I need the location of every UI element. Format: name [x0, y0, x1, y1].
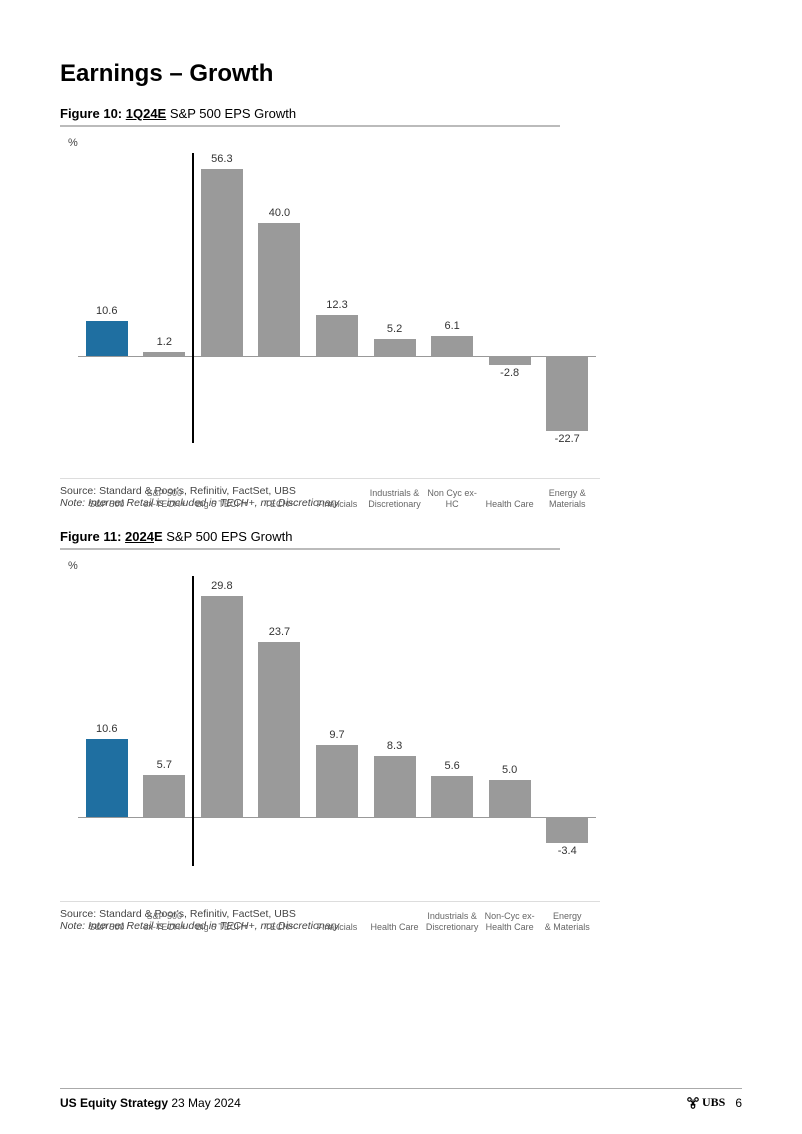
page-number: 6: [735, 1096, 742, 1110]
bar-value-label: 6.1: [424, 320, 480, 332]
bar-value-label: 23.7: [251, 626, 307, 638]
bar: [489, 780, 531, 817]
bar: [316, 745, 358, 817]
category-label: TECH+: [251, 499, 307, 509]
category-label: S&P 500ex-TECH+: [136, 911, 192, 932]
bar-value-label: 5.6: [424, 760, 480, 772]
y-axis-label: %: [68, 560, 600, 572]
bar: [201, 596, 243, 817]
bar-value-label: 8.3: [367, 740, 423, 752]
bar: [374, 756, 416, 818]
bar-value-label: 5.7: [136, 759, 192, 771]
category-label: S&P 500ex-TECH+: [136, 488, 192, 509]
figure-11-heading: Figure 11: 2024E S&P 500 EPS Growth: [60, 529, 560, 550]
bar: [86, 739, 128, 818]
bar: [374, 339, 416, 356]
group-divider: [192, 576, 194, 866]
category-label: Non-Cyc ex-Health Care: [482, 911, 538, 932]
bar: [258, 223, 300, 356]
bar: [489, 356, 531, 365]
bar-value-label: 40.0: [251, 207, 307, 219]
bar-value-label: -22.7: [539, 433, 595, 445]
figure-title-rest: S&P 500 EPS Growth: [163, 529, 293, 544]
category-label: TECH+: [251, 922, 307, 932]
figure-10-heading: Figure 10: 1Q24E S&P 500 EPS Growth: [60, 106, 560, 127]
bar-value-label: 10.6: [79, 723, 135, 735]
category-label: Financials: [309, 922, 365, 932]
bar-value-label: 12.3: [309, 299, 365, 311]
figure-10-chart: 10.6S&P 5001.2S&P 500ex-TECH+56.3Big 6 T…: [60, 149, 600, 479]
category-label: Health Care: [482, 499, 538, 509]
figure-11-chart: 10.6S&P 5005.7S&P 500ex-TECH+29.8Big 6 T…: [60, 572, 600, 902]
category-label: Industrials &Discretionary: [424, 911, 480, 932]
keys-icon: [686, 1096, 700, 1110]
bar-value-label: -3.4: [539, 845, 595, 857]
bar: [316, 315, 358, 356]
bar: [258, 642, 300, 818]
category-label: Big 6 TECH+: [194, 499, 250, 509]
figure-title-rest: S&P 500 EPS Growth: [166, 106, 296, 121]
bar-value-label: 10.6: [79, 305, 135, 317]
figure-number: Figure 11:: [60, 529, 121, 544]
bar-value-label: -2.8: [482, 367, 538, 379]
category-label: Health Care: [367, 922, 423, 932]
bar: [431, 336, 473, 356]
bar-value-label: 9.7: [309, 729, 365, 741]
category-label: Energy& Materials: [539, 911, 595, 932]
page-footer: US Equity Strategy 23 May 2024 UBS 6: [60, 1088, 742, 1110]
figure-number: Figure 10:: [60, 106, 122, 121]
bar-value-label: 29.8: [194, 580, 250, 592]
category-label: Non Cyc ex-HC: [424, 488, 480, 509]
category-label: Big 6 TECH+: [194, 922, 250, 932]
figure-period: 2024E: [125, 529, 163, 544]
bar-value-label: 5.0: [482, 764, 538, 776]
bar: [143, 352, 185, 356]
bar: [201, 169, 243, 356]
bar: [546, 356, 588, 431]
bar: [546, 817, 588, 842]
category-label: S&P 500: [79, 499, 135, 509]
figure-period: 1Q24E: [126, 106, 166, 121]
category-label: Financials: [309, 499, 365, 509]
doc-title: US Equity Strategy: [60, 1096, 168, 1110]
page-title: Earnings – Growth: [60, 60, 742, 88]
group-divider: [192, 153, 194, 443]
ubs-logo: UBS: [686, 1095, 725, 1110]
y-axis-label: %: [68, 137, 600, 149]
bar-value-label: 5.2: [367, 323, 423, 335]
category-label: Industrials &Discretionary: [367, 488, 423, 509]
category-label: S&P 500: [79, 922, 135, 932]
bar-value-label: 56.3: [194, 153, 250, 165]
bar-value-label: 1.2: [136, 336, 192, 348]
bar: [431, 776, 473, 818]
category-label: Energy &Materials: [539, 488, 595, 509]
zero-baseline: [78, 817, 596, 818]
bar: [86, 321, 128, 356]
bar: [143, 775, 185, 817]
